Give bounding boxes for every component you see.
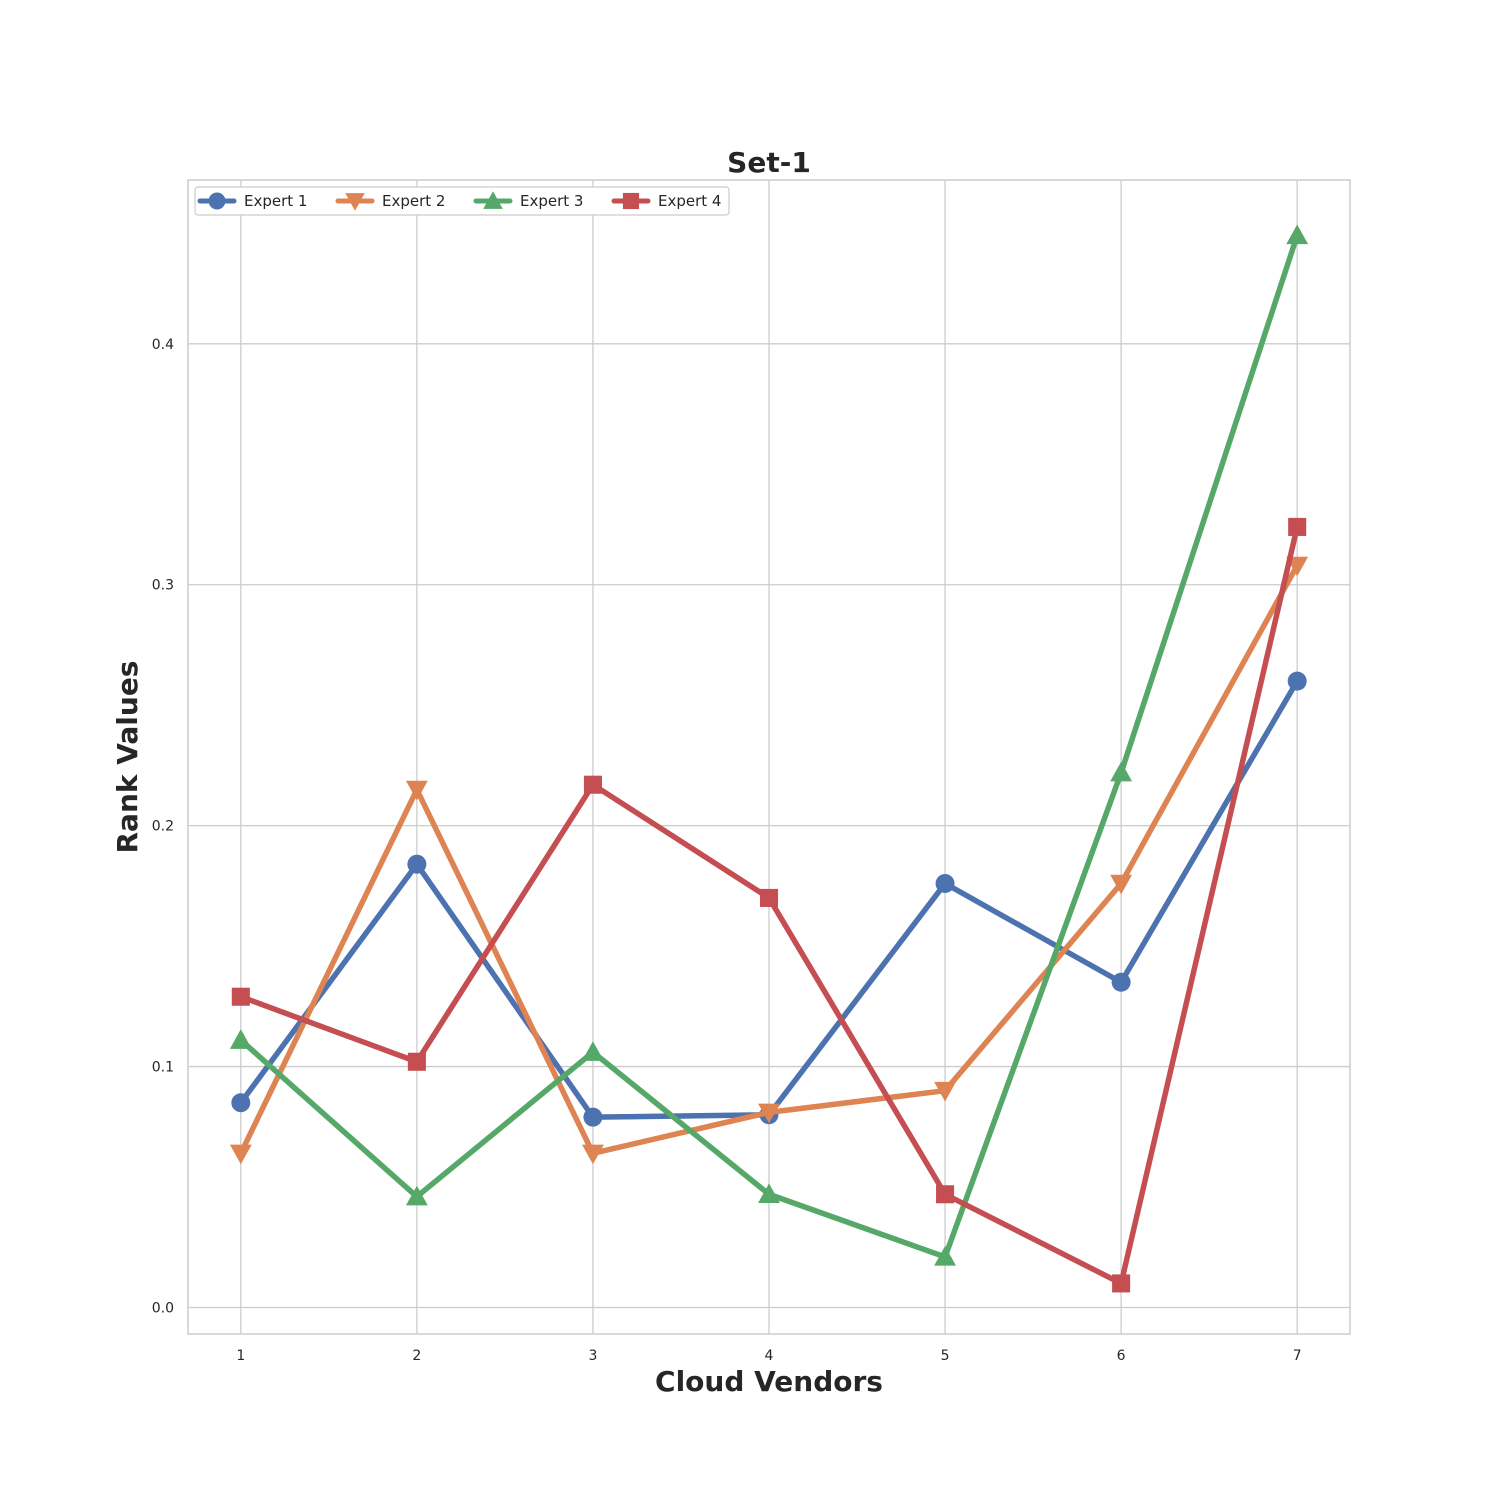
legend-label: Expert 4 — [658, 192, 721, 210]
legend-item-2: Expert 2 — [335, 192, 445, 211]
data-point — [582, 1041, 604, 1061]
data-point — [934, 1081, 956, 1102]
legend-label: Expert 2 — [382, 192, 445, 210]
data-point — [1287, 671, 1307, 691]
y-axis-title: Rank Values — [111, 661, 144, 854]
x-tick-label: 3 — [588, 1348, 597, 1364]
series-layer — [229, 224, 1309, 1293]
data-point — [231, 987, 250, 1006]
data-point — [583, 775, 602, 794]
data-point — [582, 1144, 604, 1165]
axis-ticks: 1 2 3 4 5 6 7 0.0 0.1 0.2 0.3 0.4 — [152, 337, 1302, 1364]
x-tick-label: 7 — [1293, 1348, 1302, 1364]
y-tick-label: 0.3 — [152, 578, 174, 594]
data-point — [1286, 224, 1309, 245]
data-point — [758, 1183, 780, 1204]
data-point — [936, 1185, 955, 1204]
data-point — [1110, 761, 1133, 782]
series-4 — [231, 517, 1307, 1293]
x-axis-title: Cloud Vendors — [655, 1365, 883, 1398]
y-tick-label: 0.0 — [152, 1300, 174, 1316]
data-point — [407, 854, 427, 874]
data-point — [1110, 874, 1133, 895]
data-point — [935, 873, 955, 893]
grid — [188, 180, 1350, 1334]
y-tick-label: 0.4 — [152, 337, 174, 353]
data-point — [407, 1052, 426, 1071]
x-tick-label: 1 — [236, 1348, 245, 1364]
data-point — [1112, 1274, 1131, 1293]
y-tick-label: 0.2 — [152, 819, 174, 835]
legend-label: Expert 3 — [520, 192, 583, 210]
data-point — [229, 1144, 252, 1165]
data-point — [759, 888, 779, 907]
data-point — [583, 1107, 603, 1127]
data-point — [229, 1029, 252, 1049]
y-tick-label: 0.1 — [152, 1060, 174, 1076]
legend: Expert 1 Expert 2 Expert 3 Expert 4 — [194, 186, 730, 216]
x-tick-label: 4 — [765, 1348, 774, 1364]
plot-area-frame — [187, 179, 1351, 1335]
series-3 — [229, 224, 1309, 1266]
data-point — [758, 1103, 780, 1124]
legend-item-1: Expert 1 — [197, 192, 307, 210]
legend-frame — [194, 186, 730, 216]
legend-item-4: Expert 4 — [611, 192, 721, 210]
legend-marker — [345, 193, 365, 211]
data-point — [934, 1245, 956, 1266]
x-tick-label: 5 — [941, 1348, 950, 1364]
x-tick-label: 6 — [1117, 1348, 1126, 1364]
data-point — [1288, 517, 1307, 536]
x-tick-label: 2 — [412, 1348, 421, 1364]
legend-label: Expert 1 — [244, 192, 307, 210]
data-point — [405, 1185, 428, 1206]
legend-item-3: Expert 3 — [473, 191, 583, 210]
data-point — [1111, 972, 1131, 992]
legend-marker — [622, 192, 640, 210]
legend-marker — [208, 192, 226, 210]
legend-marker — [483, 191, 503, 209]
chart-title: Set-1 — [727, 146, 811, 179]
data-point — [231, 1093, 251, 1113]
data-point — [405, 780, 428, 801]
